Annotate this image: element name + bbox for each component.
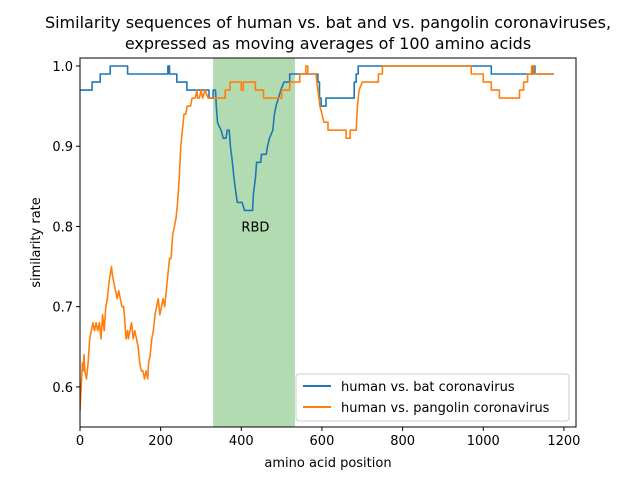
x-tick-label: 200 xyxy=(148,434,173,449)
y-tick-label: 1.0 xyxy=(52,60,73,75)
x-tick-label: 400 xyxy=(229,434,254,449)
y-tick-label: 0.8 xyxy=(52,220,73,235)
x-tick-label: 600 xyxy=(310,434,335,449)
x-axis-label: amino acid position xyxy=(264,456,391,471)
series-layer xyxy=(80,65,554,412)
y-tick-label: 0.9 xyxy=(52,140,73,155)
axes-frame xyxy=(79,57,577,428)
y-axis-ticks: 0.6 0.7 0.8 0.9 1.0 xyxy=(52,60,80,396)
legend: human vs. bat coronavirus human vs. pang… xyxy=(295,373,570,422)
legend-label-pangolin: human vs. pangolin coronavirus xyxy=(341,401,550,416)
y-axis-label: similarity rate xyxy=(29,197,44,288)
x-tick-label: 800 xyxy=(390,434,415,449)
legend-box xyxy=(295,373,570,422)
x-tick-label: 1200 xyxy=(547,434,580,449)
legend-label-bat: human vs. bat coronavirus xyxy=(341,380,515,395)
series-line-bat xyxy=(80,65,554,212)
x-tick-label: 0 xyxy=(76,434,84,449)
plot-area: RBD xyxy=(80,58,554,427)
y-tick-label: 0.6 xyxy=(52,381,73,396)
series-line-pangolin xyxy=(80,65,554,412)
rbd-shaded-region xyxy=(213,58,295,427)
chart-title-line-2: expressed as moving averages of 100 amin… xyxy=(125,34,531,53)
chart-title-line-1: Similarity sequences of human vs. bat an… xyxy=(45,13,611,32)
x-axis-ticks: 0 200 400 600 800 1000 1200 xyxy=(76,427,580,449)
rbd-annotation: RBD xyxy=(241,220,269,235)
x-tick-label: 1000 xyxy=(467,434,500,449)
y-tick-label: 0.7 xyxy=(52,301,73,316)
